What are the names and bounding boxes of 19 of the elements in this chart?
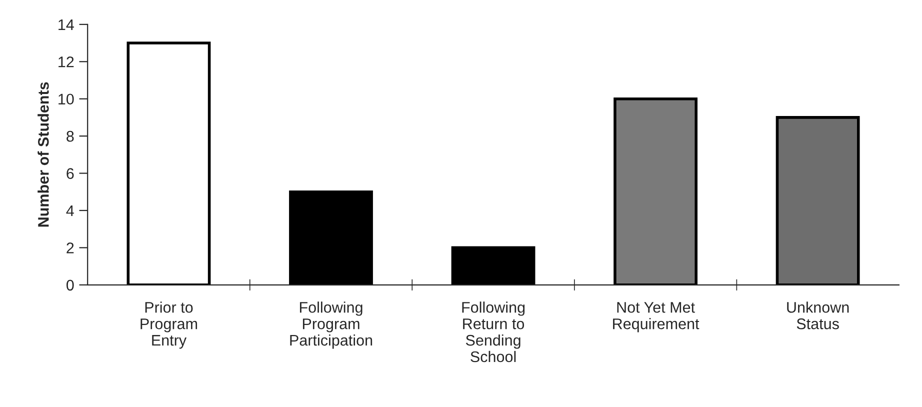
bar — [451, 246, 536, 285]
x-tick-label: Following Return to Sending School — [462, 302, 525, 362]
y-tick-label: 12 — [58, 56, 74, 68]
y-tick-label: 14 — [58, 19, 74, 30]
y-tick-label: 8 — [66, 130, 74, 142]
x-tick-label: Not Yet Met Requirement — [613, 302, 700, 332]
y-axis-title: Number of Students — [38, 82, 49, 227]
bar — [614, 97, 698, 285]
x-tick-label: Prior to Program Entry — [140, 302, 198, 349]
x-tick-label: Unknown Status — [787, 302, 849, 330]
bar — [126, 42, 211, 285]
y-tick-label: 6 — [66, 168, 74, 179]
x-tick-label: Following Program Participation — [290, 302, 372, 349]
bar — [776, 116, 860, 285]
y-tick-label: 2 — [66, 242, 74, 254]
bar — [289, 190, 373, 285]
y-tick-label: 4 — [66, 206, 74, 216]
y-tick-label: 10 — [58, 94, 74, 105]
y-tick-label: 0 — [66, 280, 74, 291]
